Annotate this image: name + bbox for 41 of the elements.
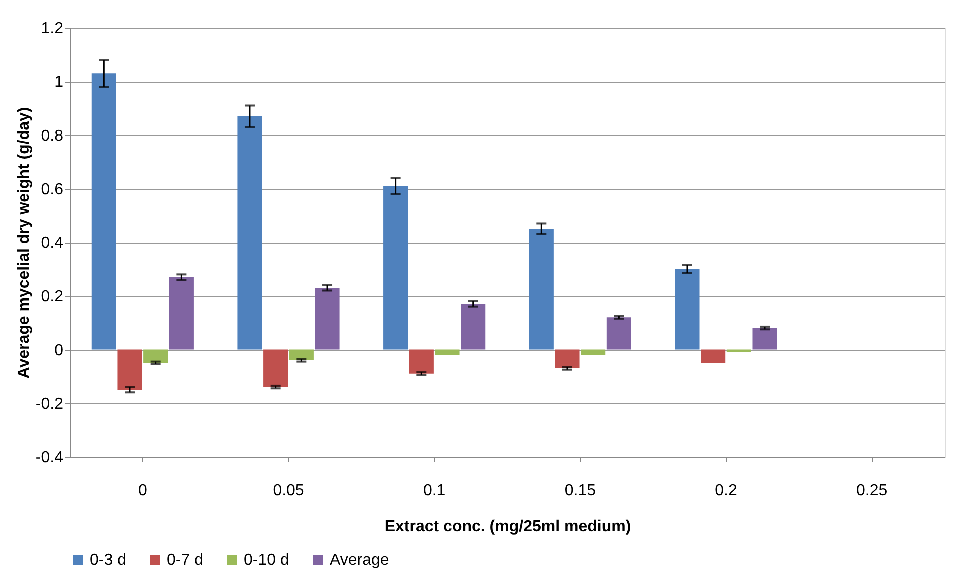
- bar: [555, 350, 580, 369]
- y-tick-label: 0.8: [41, 128, 64, 145]
- bar: [409, 350, 434, 374]
- x-axis-title: Extract conc. (mg/25ml medium): [384, 518, 632, 536]
- bar: [581, 350, 606, 356]
- bar: [384, 186, 408, 350]
- x-tick-label: 0.05: [273, 482, 304, 500]
- bar: [289, 350, 314, 360]
- bar: [675, 269, 700, 350]
- bar: [118, 350, 142, 390]
- y-tick-label: 0.2: [41, 288, 64, 306]
- legend-label: 0-7 d: [167, 552, 204, 569]
- x-tick-label: 0: [138, 482, 148, 500]
- x-tick-label: 0.25: [856, 482, 888, 500]
- bar: [92, 74, 116, 350]
- y-tick-label: -0.2: [36, 396, 64, 413]
- bar: [169, 277, 194, 350]
- x-tick-label: 0.15: [564, 482, 596, 500]
- bar: [606, 318, 632, 350]
- bar: [238, 116, 262, 350]
- y-tick-label: -0.4: [36, 450, 64, 466]
- bar: [752, 328, 778, 350]
- bar: [461, 304, 486, 350]
- y-tick-label: 0.6: [41, 181, 64, 198]
- y-tick-label: 0: [54, 342, 64, 360]
- y-axis-title: Average mycelial dry weight (g/day): [16, 107, 33, 379]
- y-tick-label: 0.4: [41, 235, 64, 252]
- bar: [726, 350, 752, 352]
- bar: [144, 350, 168, 364]
- x-tick-label: 0.2: [715, 482, 738, 500]
- bar: [529, 229, 554, 350]
- legend-label: Average: [330, 552, 390, 569]
- bar: [701, 350, 726, 364]
- y-tick-label: 1: [54, 74, 64, 92]
- bar: [315, 288, 340, 350]
- bar: [435, 350, 460, 356]
- x-tick-label: 0.1: [423, 482, 446, 500]
- bar: [264, 350, 288, 388]
- y-tick-label: 1.2: [41, 20, 64, 38]
- legend-label: 0-10 d: [244, 552, 290, 569]
- legend-label: 0-3 d: [90, 552, 126, 569]
